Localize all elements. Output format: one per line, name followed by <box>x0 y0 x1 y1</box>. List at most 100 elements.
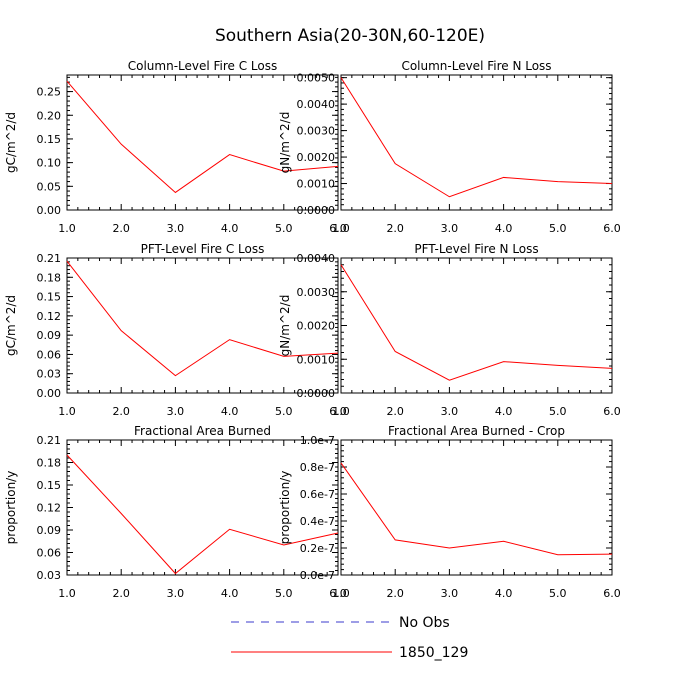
y-tick-label: 0.06 <box>37 547 62 560</box>
y-tick-label: 0.0e-7 <box>300 569 335 582</box>
y-tick-label: 0.8e-7 <box>300 461 335 474</box>
y-tick-label: 0.05 <box>37 180 62 193</box>
x-tick-label: 4.0 <box>221 405 239 418</box>
y-tick-label: 0.2e-7 <box>300 542 335 555</box>
y-tick-label: 1.0e-7 <box>300 434 335 447</box>
y-axis-label: gN/m^2/d <box>278 295 292 357</box>
y-tick-label: 0.0050 <box>297 72 336 85</box>
y-axis-label: gC/m^2/d <box>4 295 18 356</box>
panel-3: PFT-Level Fire C Loss gC/m^2/d 1.0 2.0 3.0 4.… <box>4 242 347 418</box>
y-tick-label: 0.0010 <box>297 353 336 366</box>
x-tick-label: 2.0 <box>112 587 130 600</box>
x-tick-label: 3.0 <box>167 222 185 235</box>
x-tick-label: 2.0 <box>112 405 130 418</box>
y-axis-label: gN/m^2/d <box>278 112 292 174</box>
y-tick-label: 0.0040 <box>297 252 336 265</box>
x-tick-label: 4.0 <box>495 405 513 418</box>
legend-item-no-obs: No Obs <box>231 615 450 631</box>
x-tick-label: 6.0 <box>603 587 621 600</box>
figure-title: Southern Asia(20-30N,60-120E) <box>215 26 485 46</box>
panel-title: Fractional Area Burned <box>134 424 271 438</box>
panel-1: Column-Level Fire C Loss gC/m^2/d 1.0 2.0 3.… <box>4 59 347 235</box>
x-tick-label: 5.0 <box>275 587 293 600</box>
series-line-1850-129 <box>340 462 613 556</box>
y-tick-label: 0.0000 <box>297 204 336 217</box>
legend-label-no-obs: No Obs <box>399 615 450 631</box>
x-tick-label: 2.0 <box>386 222 404 235</box>
x-tick-label: 5.0 <box>275 405 293 418</box>
x-tick-label: 3.0 <box>167 405 185 418</box>
plot-frame <box>66 439 339 576</box>
legend: No Obs 1850_129 <box>231 615 468 661</box>
x-tick-label: 6.0 <box>329 405 347 418</box>
y-tick-label: 0.0000 <box>297 387 336 400</box>
y-tick-label: 0.03 <box>37 368 62 381</box>
plot-frame <box>340 74 613 211</box>
y-tick-label: 0.4e-7 <box>300 515 335 528</box>
y-tick-label: 0.18 <box>37 271 62 284</box>
plot-frame <box>340 439 613 576</box>
legend-item-1850-129: 1850_129 <box>231 645 468 661</box>
y-tick-label: 0.15 <box>37 479 62 492</box>
series-line-1850-129 <box>66 260 339 377</box>
x-tick-label: 1.0 <box>332 405 350 418</box>
x-tick-label: 1.0 <box>58 587 76 600</box>
panel-6: Fractional Area Burned - Crop proportion/… <box>278 424 621 600</box>
x-tick-label: 1.0 <box>332 222 350 235</box>
y-tick-label: 0.00 <box>37 387 62 400</box>
y-tick-label: 0.20 <box>37 109 62 122</box>
panel-title: PFT-Level Fire C Loss <box>141 242 265 256</box>
y-tick-label: 0.25 <box>37 86 62 99</box>
y-tick-label: 0.03 <box>37 569 62 582</box>
y-axis-label: proportion/y <box>4 471 18 545</box>
x-tick-label: 2.0 <box>386 587 404 600</box>
x-tick-label: 1.0 <box>58 405 76 418</box>
legend-label-1850-129: 1850_129 <box>399 645 468 661</box>
series-line-1850-129 <box>66 454 339 575</box>
y-tick-label: 0.06 <box>37 348 62 361</box>
panel-title: Column-Level Fire N Loss <box>401 59 551 73</box>
panel-title: PFT-Level Fire N Loss <box>414 242 538 256</box>
series-line-1850-129 <box>66 80 339 194</box>
x-tick-label: 6.0 <box>329 222 347 235</box>
panel-2: Column-Level Fire N Loss gN/m^2/d 1.0 2.0 3.… <box>278 59 621 235</box>
panel-title: Fractional Area Burned - Crop <box>388 424 565 438</box>
plot-frame <box>340 257 613 394</box>
x-tick-label: 6.0 <box>329 587 347 600</box>
plot-frame <box>66 74 339 211</box>
y-tick-label: 0.10 <box>37 157 62 170</box>
y-tick-label: 0.12 <box>37 502 62 515</box>
x-tick-label: 2.0 <box>386 405 404 418</box>
y-tick-label: 0.6e-7 <box>300 488 335 501</box>
y-tick-label: 0.21 <box>37 434 62 447</box>
y-tick-label: 0.21 <box>37 252 62 265</box>
y-axis-label: gC/m^2/d <box>4 112 18 173</box>
panel-5: Fractional Area Burned proportion/y 1.0 2.0… <box>4 424 347 600</box>
x-tick-label: 3.0 <box>167 587 185 600</box>
x-tick-label: 5.0 <box>549 222 567 235</box>
x-tick-label: 1.0 <box>332 587 350 600</box>
y-tick-label: 0.0020 <box>297 151 336 164</box>
x-tick-label: 4.0 <box>495 222 513 235</box>
plot-frame <box>66 257 339 394</box>
series-line-1850-129 <box>340 77 613 198</box>
panel-title: Column-Level Fire C Loss <box>128 59 278 73</box>
y-tick-label: 0.0030 <box>297 125 336 138</box>
panels: Column-Level Fire C Loss gC/m^2/d 1.0 2.0 3.… <box>4 59 621 600</box>
x-tick-label: 3.0 <box>441 405 459 418</box>
x-tick-label: 4.0 <box>495 587 513 600</box>
y-axis-label: proportion/y <box>278 471 292 545</box>
x-tick-label: 1.0 <box>58 222 76 235</box>
y-tick-label: 0.0030 <box>297 286 336 299</box>
x-tick-label: 3.0 <box>441 222 459 235</box>
series-line-1850-129 <box>340 264 613 381</box>
y-tick-label: 0.0010 <box>297 178 336 191</box>
y-tick-label: 0.09 <box>37 524 62 537</box>
y-tick-label: 0.0020 <box>297 320 336 333</box>
y-tick-label: 0.09 <box>37 329 62 342</box>
x-tick-label: 5.0 <box>549 587 567 600</box>
x-tick-label: 5.0 <box>549 405 567 418</box>
x-tick-label: 5.0 <box>275 222 293 235</box>
x-tick-label: 6.0 <box>603 222 621 235</box>
x-tick-label: 4.0 <box>221 587 239 600</box>
